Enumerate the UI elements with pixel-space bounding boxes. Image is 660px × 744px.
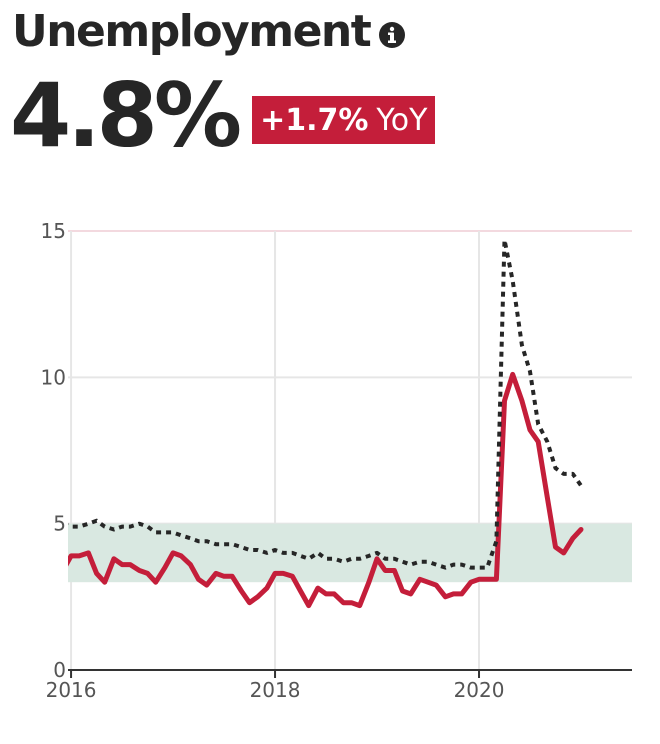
value-row: 4.8% +1.7% YoY — [10, 64, 436, 167]
current-value: 4.8% — [10, 64, 242, 167]
normal-range-band — [68, 523, 632, 583]
change-period: YoY — [376, 102, 428, 138]
page-title: Unemployment — [12, 6, 372, 57]
tick-labels: 0 5 10 15 2016 2018 2020 — [41, 219, 505, 702]
y-tick-label: 10 — [41, 365, 66, 389]
y-tick-label: 15 — [41, 219, 66, 243]
y-tick-label: 0 — [53, 658, 66, 682]
x-tick-label: 2018 — [250, 678, 301, 702]
x-tick-label: 2016 — [46, 678, 97, 702]
dotted-series-line — [68, 237, 583, 570]
solid-series-line — [68, 371, 584, 609]
change-value: +1.7% — [260, 102, 369, 138]
series-lines — [68, 237, 584, 609]
info-icon[interactable] — [378, 21, 406, 49]
change-badge: +1.7% YoY — [252, 96, 436, 144]
y-tick-label: 5 — [53, 512, 66, 536]
x-tick-label: 2020 — [454, 678, 505, 702]
title-row: Unemployment — [12, 2, 406, 62]
